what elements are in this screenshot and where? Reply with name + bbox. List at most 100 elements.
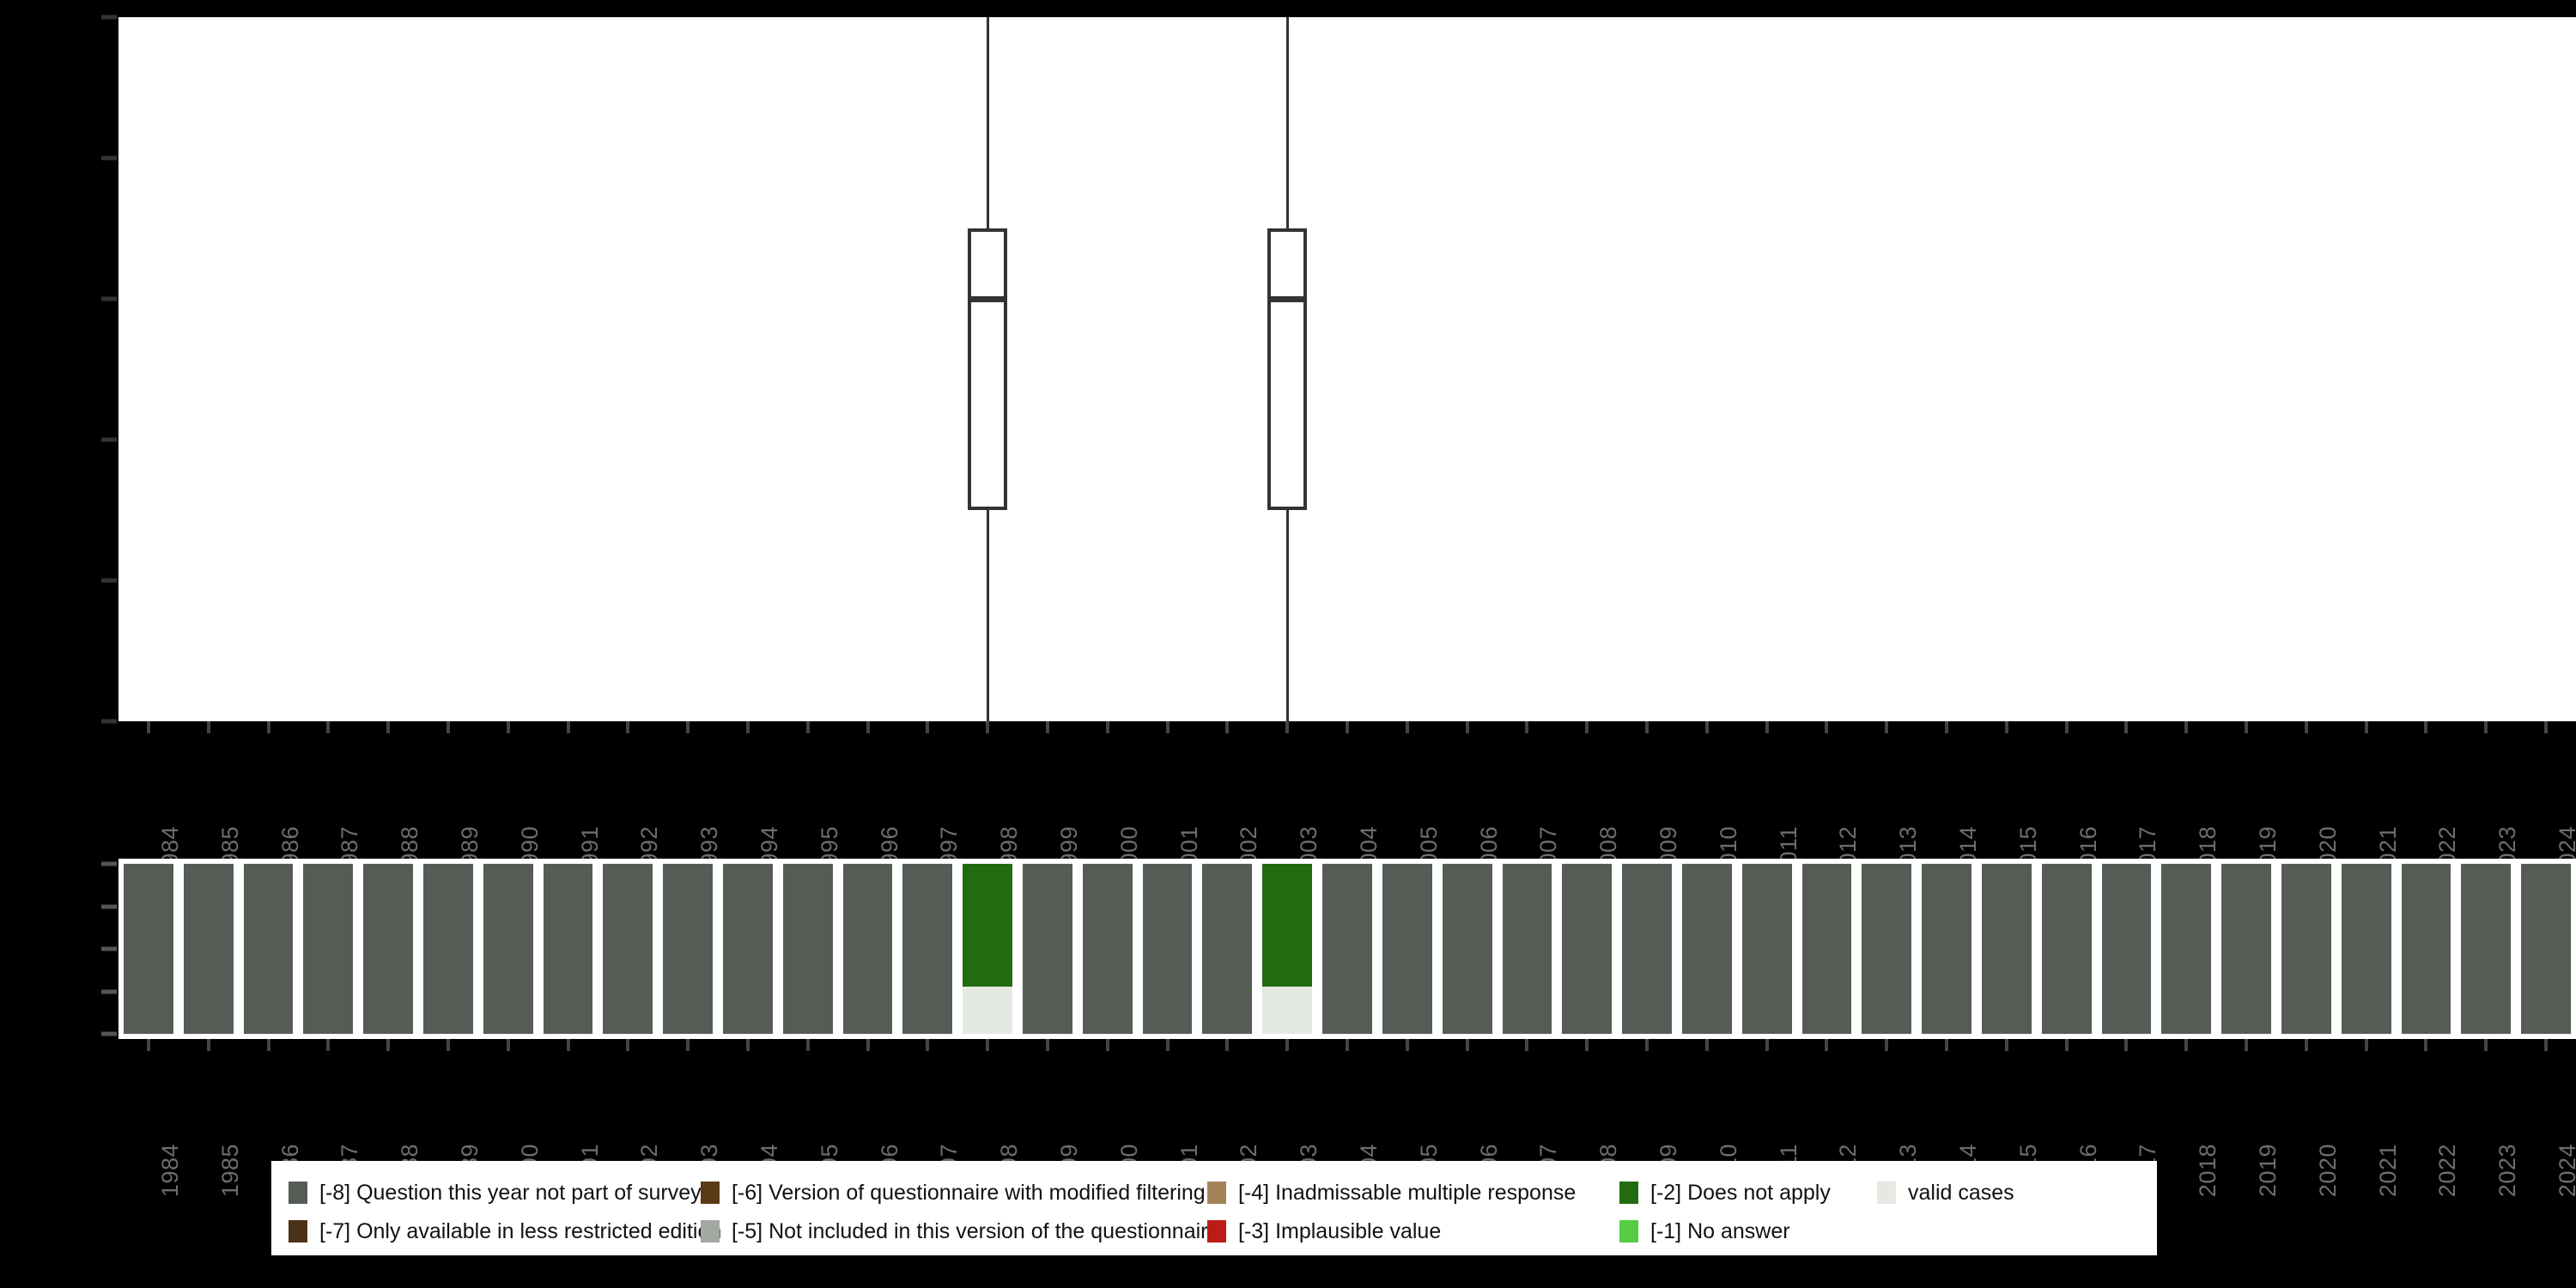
bar-column-2012[interactable] xyxy=(1801,864,1852,1034)
legend-label: [-2] Does not apply xyxy=(1650,1180,1831,1205)
bar-column-2014[interactable] xyxy=(1922,864,1971,1034)
boxplot-median-line xyxy=(1267,296,1308,302)
bar-column-1994[interactable] xyxy=(723,864,773,1034)
missing-values-x-tick-label: 2020 xyxy=(2314,1144,2341,1198)
bar-column-1986[interactable] xyxy=(243,864,294,1034)
bar-column-2024[interactable] xyxy=(2521,864,2571,1034)
bar-column-1988[interactable] xyxy=(363,864,414,1034)
missing-values-x-tick-label: 2019 xyxy=(2255,1144,2281,1198)
legend-item--3[interactable]: [-3] Implausible value xyxy=(1207,1215,1441,1248)
missing-values-x-tick-mark xyxy=(2364,1039,2368,1051)
bar-column-1992[interactable] xyxy=(603,864,653,1034)
boxplot-x-axis: 1984 1985 1986 1987 1988 1989 1990 1991 1992 1993… xyxy=(118,721,2576,879)
boxplot-x-tick-mark xyxy=(1825,721,1829,733)
boxplot-x-tick-mark xyxy=(686,721,690,733)
boxplot-x-tick-mark xyxy=(146,721,150,733)
bar-column-1996[interactable] xyxy=(842,864,893,1034)
missing-values-y-tick-mark xyxy=(101,904,117,908)
bar-column-1995[interactable] xyxy=(782,864,833,1034)
bar-segment--8 xyxy=(2521,864,2571,1034)
legend-item-valid[interactable]: valid cases xyxy=(1877,1176,2014,1209)
bar-column-1997[interactable] xyxy=(902,864,953,1034)
bar-segment--8 xyxy=(902,864,953,1034)
missing-values-x-tick-mark xyxy=(986,1039,990,1051)
bar-column-2006[interactable] xyxy=(1442,864,1492,1034)
boxplot-y-tick-mark xyxy=(101,437,117,442)
legend-label: [-3] Implausible value xyxy=(1238,1218,1442,1243)
bar-column-2018[interactable] xyxy=(2161,864,2212,1034)
missing-values-x-tick-mark xyxy=(866,1039,870,1051)
legend-item--5[interactable]: [-5] Not included in this version of the… xyxy=(701,1215,1219,1248)
bar-column-2017[interactable] xyxy=(2101,864,2152,1034)
missing-values-x-tick-mark xyxy=(626,1039,630,1051)
bar-segment--8 xyxy=(363,864,414,1034)
bar-column-2019[interactable] xyxy=(2221,864,2271,1034)
bar-segment--8 xyxy=(2041,864,2092,1034)
legend-label: [-6] Version of questionnaire with modif… xyxy=(732,1180,1206,1205)
bar-column-2008[interactable] xyxy=(1562,864,1613,1034)
bar-segment--8 xyxy=(2281,864,2331,1034)
bar-segment--8 xyxy=(303,864,354,1034)
boxplot-lower-whisker xyxy=(986,510,989,721)
legend-item--7[interactable]: [-7] Only available in less restricted e… xyxy=(289,1215,721,1248)
bar-column-2015[interactable] xyxy=(1981,864,2032,1034)
bar-column-2013[interactable] xyxy=(1862,864,1912,1034)
missing-values-x-tick-label: 2024 xyxy=(2555,1144,2576,1198)
bar-column-2001[interactable] xyxy=(1142,864,1193,1034)
missing-values-x-tick-mark xyxy=(745,1039,750,1051)
bar-column-2022[interactable] xyxy=(2401,864,2451,1034)
bar-segment--8 xyxy=(1681,864,1732,1034)
boxplot-x-tick-mark xyxy=(1346,721,1349,733)
bar-column-2010[interactable] xyxy=(1681,864,1732,1034)
bar-column-1998[interactable] xyxy=(963,864,1013,1034)
bar-column-1989[interactable] xyxy=(423,864,473,1034)
missing-values-x-tick-mark xyxy=(446,1039,450,1051)
boxplot-y-tick-mark xyxy=(101,155,117,161)
bar-segment--8 xyxy=(1801,864,1852,1034)
legend-item--1[interactable]: [-1] No answer xyxy=(1619,1215,1790,1248)
bar-column-2005[interactable] xyxy=(1382,864,1432,1034)
bar-column-2016[interactable] xyxy=(2041,864,2092,1034)
bar-column-1993[interactable] xyxy=(663,864,714,1034)
legend-swatch-icon xyxy=(1207,1220,1226,1242)
missing-values-x-tick-mark xyxy=(686,1039,690,1051)
legend-label: [-1] No answer xyxy=(1650,1218,1790,1243)
bar-column-1991[interactable] xyxy=(543,864,593,1034)
bar-segment--8 xyxy=(1202,864,1253,1034)
bar-column-2004[interactable] xyxy=(1322,864,1372,1034)
bar-segment--2 xyxy=(1262,864,1313,987)
boxplot-x-tick-mark xyxy=(2304,721,2308,733)
legend-item--2[interactable]: [-2] Does not apply xyxy=(1619,1176,1831,1209)
bar-segment--8 xyxy=(2161,864,2212,1034)
missing-values-x-tick-mark xyxy=(1765,1039,1769,1051)
bar-column-1984[interactable] xyxy=(124,864,173,1034)
missing-values-x-tick-mark xyxy=(805,1039,810,1051)
bar-column-2000[interactable] xyxy=(1082,864,1133,1034)
bar-segment--8 xyxy=(1023,864,1072,1034)
bar-column-1985[interactable] xyxy=(183,864,234,1034)
boxplot-x-tick-mark xyxy=(2184,721,2189,733)
boxplot-lower-whisker xyxy=(1285,510,1289,721)
bar-column-1990[interactable] xyxy=(483,864,533,1034)
bar-column-2020[interactable] xyxy=(2281,864,2331,1034)
bar-segment--8 xyxy=(423,864,473,1034)
bar-column-2007[interactable] xyxy=(1502,864,1552,1034)
boxplot-x-tick-mark xyxy=(1945,721,1949,733)
bar-column-2003[interactable] xyxy=(1262,864,1313,1034)
bar-column-2002[interactable] xyxy=(1202,864,1253,1034)
bar-column-2023[interactable] xyxy=(2461,864,2512,1034)
missing-values-x-tick-mark xyxy=(386,1039,391,1051)
bar-segment--8 xyxy=(603,864,653,1034)
legend-item--4[interactable]: [-4] Inadmissable multiple response xyxy=(1207,1176,1576,1209)
bar-column-2011[interactable] xyxy=(1741,864,1792,1034)
missing-values-plot-area xyxy=(118,859,2576,1039)
boxplot-box-1998 xyxy=(957,17,1018,721)
bar-column-2021[interactable] xyxy=(2341,864,2391,1034)
legend-item--8[interactable]: [-8] Question this year not part of surv… xyxy=(289,1176,702,1209)
bar-column-1987[interactable] xyxy=(303,864,354,1034)
bar-column-1999[interactable] xyxy=(1023,864,1072,1034)
boxplot-x-tick-mark xyxy=(1045,721,1049,733)
legend-label: valid cases xyxy=(1908,1180,2014,1205)
legend-item--6[interactable]: [-6] Version of questionnaire with modif… xyxy=(701,1176,1206,1209)
bar-column-2009[interactable] xyxy=(1622,864,1672,1034)
